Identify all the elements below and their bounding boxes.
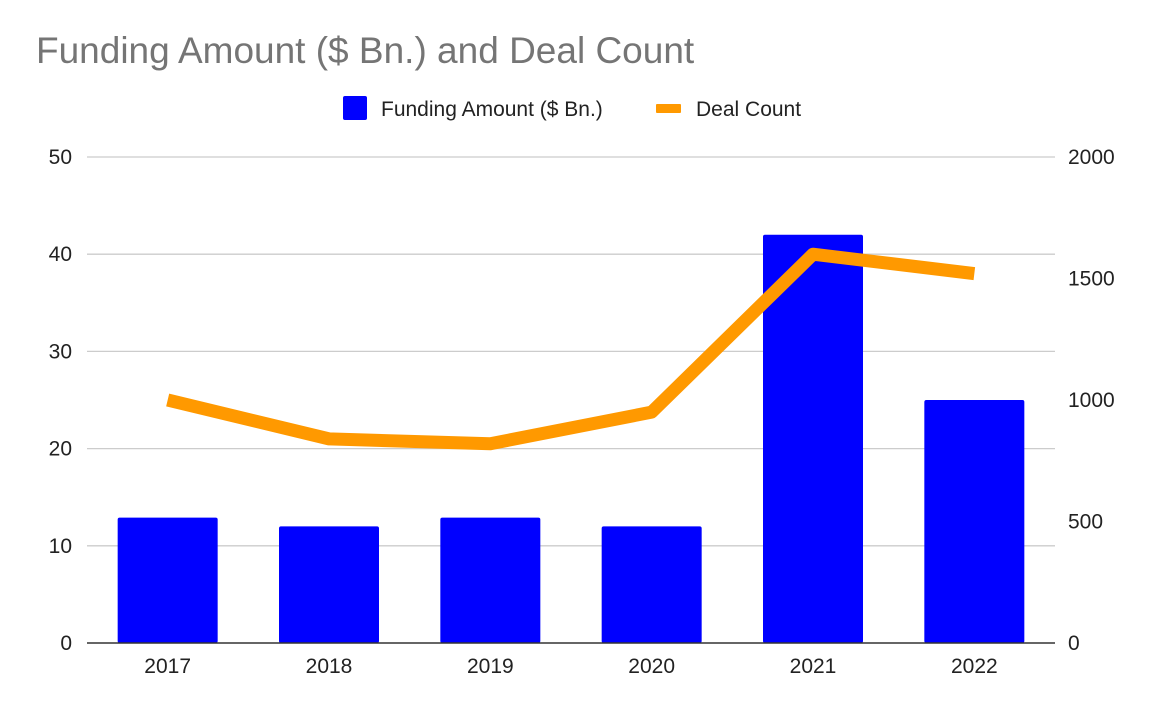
y-right-tick-label: 2000 — [1068, 146, 1115, 169]
deal-count-polyline — [166, 247, 976, 451]
funding-bar — [601, 526, 702, 643]
y-left-tick-label: 30 — [49, 340, 72, 363]
x-tick-label: 2018 — [306, 655, 353, 678]
chart-title: Funding Amount ($ Bn.) and Deal Count — [36, 30, 695, 71]
legend-swatch-funding — [343, 96, 367, 120]
y-left-tick-label: 0 — [60, 632, 72, 655]
bars — [117, 234, 1025, 643]
x-tick-label: 2022 — [951, 655, 998, 678]
funding-bar — [763, 234, 863, 643]
funding-bar — [924, 400, 1025, 643]
y-left-tick-label: 50 — [49, 146, 72, 169]
y-left-tick-label: 20 — [49, 438, 72, 461]
y-left-tick-label: 10 — [49, 535, 72, 558]
y-right-tick-label: 500 — [1068, 511, 1103, 534]
deal-count-line — [166, 247, 976, 451]
legend-label-deal-count: Deal Count — [696, 98, 801, 121]
legend-label-funding: Funding Amount ($ Bn.) — [381, 98, 603, 121]
legend-swatch-deal-count — [656, 104, 681, 113]
x-tick-label: 2019 — [467, 655, 514, 678]
funding-bar — [279, 526, 379, 643]
legend: Funding Amount ($ Bn.) Deal Count — [343, 96, 801, 121]
x-tick-label: 2017 — [144, 655, 191, 678]
y-left-tick-label: 40 — [49, 243, 72, 266]
x-tick-label: 2021 — [790, 655, 837, 678]
gridlines — [87, 156, 1055, 547]
x-tick-label: 2020 — [628, 655, 675, 678]
y-right-tick-label: 1500 — [1068, 268, 1115, 291]
y-right-tick-label: 0 — [1068, 632, 1080, 655]
funding-bar — [117, 517, 218, 643]
y-right-tick-label: 1000 — [1068, 389, 1115, 412]
funding-bar — [440, 517, 541, 643]
